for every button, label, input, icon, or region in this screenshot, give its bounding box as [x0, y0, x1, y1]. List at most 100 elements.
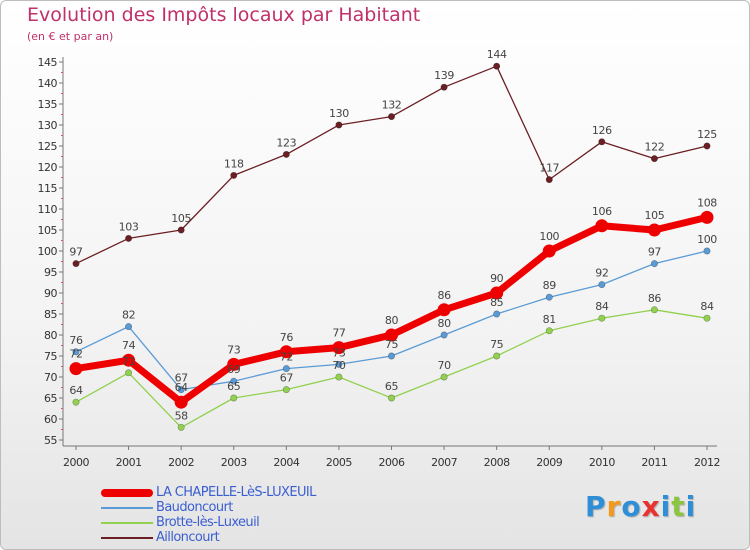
chart-subtitle: (en € et par an) — [27, 30, 114, 43]
logo-letter: P — [585, 490, 607, 523]
data-label: 105 — [645, 209, 665, 222]
data-label: 132 — [382, 99, 402, 112]
x-tick-label: 2000 — [63, 456, 89, 469]
x-tick-label: 2004 — [273, 456, 299, 469]
data-label: 89 — [543, 279, 557, 292]
data-label: 81 — [543, 313, 556, 326]
data-point — [703, 142, 711, 150]
data-point — [650, 306, 658, 314]
data-label: 139 — [434, 69, 454, 82]
y-tick-label: 110 — [38, 203, 58, 216]
data-label: 74 — [122, 339, 136, 352]
data-point — [598, 314, 606, 322]
data-label: 103 — [119, 220, 139, 233]
y-tick-label: 75 — [44, 350, 57, 363]
data-point — [493, 62, 501, 70]
data-point — [69, 362, 83, 376]
data-point — [230, 377, 238, 385]
data-point — [598, 281, 606, 289]
data-label: 86 — [648, 292, 662, 305]
y-tick-label: 85 — [44, 308, 57, 321]
x-tick-label: 2010 — [589, 456, 615, 469]
data-point — [440, 331, 448, 339]
y-tick-label: 70 — [44, 371, 57, 384]
y-tick-label: 80 — [44, 329, 57, 342]
data-label: 85 — [490, 296, 504, 309]
logo-letter: i — [660, 490, 672, 523]
x-tick-label: 2005 — [326, 456, 352, 469]
data-point — [545, 293, 553, 301]
y-tick-label: 120 — [38, 161, 58, 174]
data-point — [177, 423, 185, 431]
data-label: 77 — [332, 327, 346, 340]
data-label: 100 — [539, 230, 559, 243]
data-label: 97 — [69, 246, 83, 259]
data-label: 100 — [697, 233, 717, 246]
data-label: 65 — [227, 380, 241, 393]
data-point — [279, 345, 293, 359]
legend-label-ailloncourt: Ailloncourt — [156, 530, 220, 545]
data-label: 144 — [487, 48, 507, 61]
data-label: 72 — [280, 351, 293, 364]
legend-swatch-baudoncourt — [101, 506, 153, 509]
data-label: 92 — [595, 267, 608, 280]
y-tick-label: 105 — [38, 224, 58, 237]
data-point — [125, 323, 133, 331]
data-point — [387, 394, 395, 402]
data-label: 97 — [648, 246, 662, 259]
data-label: 84 — [700, 300, 714, 313]
data-label: 105 — [171, 212, 191, 225]
data-label: 70 — [437, 359, 451, 372]
proxiti-logo: Proxiti — [585, 490, 696, 523]
data-point — [72, 348, 80, 356]
data-point — [493, 352, 501, 360]
y-tick-label: 60 — [44, 413, 57, 426]
data-point — [335, 121, 343, 129]
data-point — [230, 394, 238, 402]
data-point — [703, 247, 711, 255]
y-tick-label: 65 — [44, 392, 57, 405]
x-tick-label: 2009 — [536, 456, 562, 469]
data-label: 125 — [697, 128, 717, 141]
data-point — [282, 386, 290, 394]
data-point — [332, 341, 346, 355]
data-label: 73 — [332, 346, 346, 359]
data-label: 75 — [490, 338, 504, 351]
y-tick-label: 100 — [38, 245, 58, 258]
y-tick-label: 95 — [44, 266, 57, 279]
series-line-2 — [75, 309, 708, 429]
data-label: 71 — [122, 355, 135, 368]
data-point — [72, 260, 80, 268]
data-label: 64 — [175, 381, 189, 394]
x-tick-label: 2002 — [168, 456, 194, 469]
y-tick-label: 145 — [38, 56, 58, 69]
y-tick-label: 115 — [38, 182, 58, 195]
data-point — [650, 260, 658, 268]
series-line-0 — [72, 213, 711, 406]
data-point — [700, 210, 714, 224]
logo-letter: i — [685, 490, 697, 523]
data-point — [387, 352, 395, 360]
data-point — [177, 386, 185, 394]
series-line-3 — [75, 65, 708, 265]
data-point — [227, 357, 241, 371]
data-point — [282, 365, 290, 373]
y-tick-label: 55 — [44, 434, 57, 447]
y-tick-label: 90 — [44, 287, 57, 300]
data-point — [125, 234, 133, 242]
data-label: 76 — [280, 331, 294, 344]
data-label: 84 — [595, 300, 609, 313]
data-label: 108 — [697, 196, 717, 209]
x-tick-label: 2006 — [379, 456, 405, 469]
data-point — [122, 353, 136, 367]
data-label: 67 — [175, 372, 189, 385]
data-point — [598, 138, 606, 146]
x-tick-label: 2001 — [116, 456, 142, 469]
y-tick-label: 135 — [38, 98, 58, 111]
data-point — [440, 83, 448, 91]
data-point — [703, 314, 711, 322]
data-label: 82 — [122, 309, 135, 322]
data-label: 69 — [227, 363, 241, 376]
